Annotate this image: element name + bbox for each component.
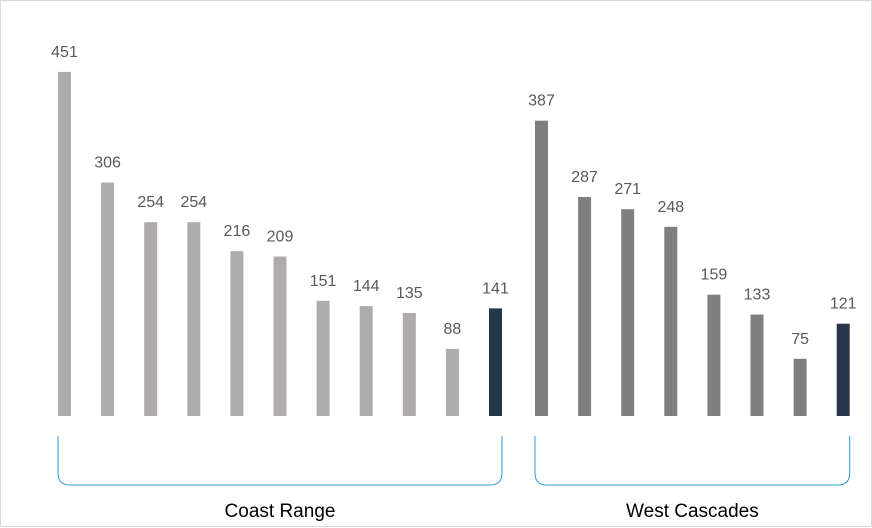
value-label-1-6: 75 <box>791 331 809 348</box>
bar-0-5 <box>273 256 287 416</box>
value-label-0-2: 254 <box>137 194 164 211</box>
bar-0-3 <box>187 222 201 416</box>
value-label-0-1: 306 <box>94 155 121 172</box>
group-bracket-0 <box>57 436 503 486</box>
value-label-1-4: 159 <box>701 267 728 284</box>
value-label-1-1: 287 <box>571 169 598 186</box>
group-label-0: Coast Range <box>225 501 336 522</box>
value-label-1-5: 133 <box>744 287 771 304</box>
value-label-0-10: 141 <box>482 280 509 297</box>
bar-0-4 <box>230 251 244 416</box>
value-label-0-4: 216 <box>224 223 251 240</box>
bars-layer <box>58 71 850 417</box>
bar-0-8 <box>402 313 416 416</box>
bar-1-1 <box>578 197 592 416</box>
bar-1-0 <box>535 120 548 416</box>
bar-0-6 <box>316 300 330 416</box>
bar-0-1 <box>101 182 115 416</box>
value-label-0-9: 88 <box>444 321 462 338</box>
value-label-0-7: 144 <box>353 278 380 295</box>
value-label-0-5: 209 <box>267 229 294 246</box>
value-label-1-3: 248 <box>657 199 684 216</box>
bar-1-3 <box>664 226 678 416</box>
value-label-0-6: 151 <box>310 273 337 290</box>
group-brackets-layer: Coast Range West Cascades <box>57 436 851 522</box>
value-label-0-0: 451 <box>51 44 78 61</box>
group-bracket-1 <box>534 436 851 486</box>
value-label-0-8: 135 <box>396 285 423 302</box>
bar-1-5 <box>750 314 764 416</box>
value-label-1-7: 121 <box>830 296 857 313</box>
bar-0-10 <box>489 308 502 416</box>
bar-1-7 <box>836 323 850 416</box>
group-label-1: West Cascades <box>626 501 759 522</box>
bar-0-7 <box>359 306 373 416</box>
bar-1-4 <box>707 294 721 416</box>
value-label-1-0: 387 <box>528 93 555 110</box>
value-labels-layer: 451 306 254 254 216 209 151 144 135 88 141 387 287 27… <box>51 44 856 348</box>
bar-0-9 <box>445 348 459 416</box>
value-label-0-3: 254 <box>180 194 207 211</box>
bar-1-2 <box>621 209 635 416</box>
bar-0-2 <box>144 222 158 416</box>
bar-0-0 <box>58 71 71 417</box>
bar-1-6 <box>793 358 807 416</box>
value-label-1-2: 271 <box>614 181 641 198</box>
